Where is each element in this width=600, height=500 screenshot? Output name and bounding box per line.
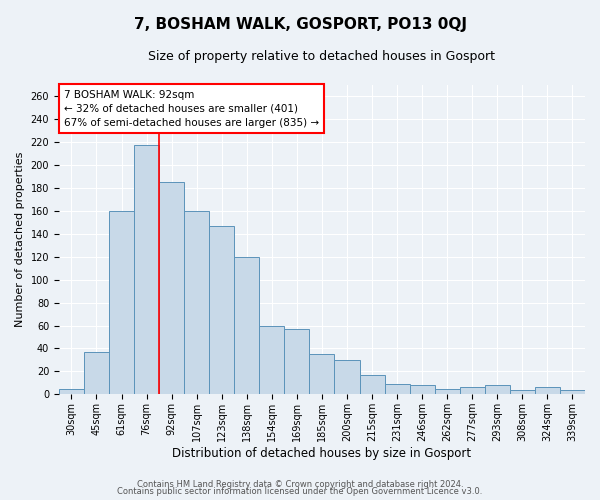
Bar bbox=[209, 226, 234, 394]
Bar bbox=[434, 388, 460, 394]
Bar bbox=[334, 360, 359, 394]
Text: Contains HM Land Registry data © Crown copyright and database right 2024.: Contains HM Land Registry data © Crown c… bbox=[137, 480, 463, 489]
Bar bbox=[284, 329, 310, 394]
Bar bbox=[510, 390, 535, 394]
Text: Contains public sector information licensed under the Open Government Licence v3: Contains public sector information licen… bbox=[118, 488, 482, 496]
Bar bbox=[485, 385, 510, 394]
Bar bbox=[460, 388, 485, 394]
Bar bbox=[310, 354, 334, 395]
Bar bbox=[84, 352, 109, 395]
Title: Size of property relative to detached houses in Gosport: Size of property relative to detached ho… bbox=[148, 50, 496, 63]
Bar bbox=[385, 384, 410, 394]
Bar bbox=[134, 144, 159, 394]
Bar bbox=[535, 388, 560, 394]
Text: 7, BOSHAM WALK, GOSPORT, PO13 0QJ: 7, BOSHAM WALK, GOSPORT, PO13 0QJ bbox=[133, 18, 467, 32]
Bar bbox=[259, 326, 284, 394]
Bar bbox=[410, 385, 434, 394]
Y-axis label: Number of detached properties: Number of detached properties bbox=[15, 152, 25, 328]
Bar bbox=[560, 390, 585, 394]
Bar bbox=[359, 375, 385, 394]
Bar bbox=[159, 182, 184, 394]
Bar bbox=[184, 211, 209, 394]
Bar bbox=[109, 211, 134, 394]
Text: 7 BOSHAM WALK: 92sqm
← 32% of detached houses are smaller (401)
67% of semi-deta: 7 BOSHAM WALK: 92sqm ← 32% of detached h… bbox=[64, 90, 319, 128]
Bar bbox=[234, 257, 259, 394]
X-axis label: Distribution of detached houses by size in Gosport: Distribution of detached houses by size … bbox=[172, 447, 472, 460]
Bar bbox=[59, 388, 84, 394]
